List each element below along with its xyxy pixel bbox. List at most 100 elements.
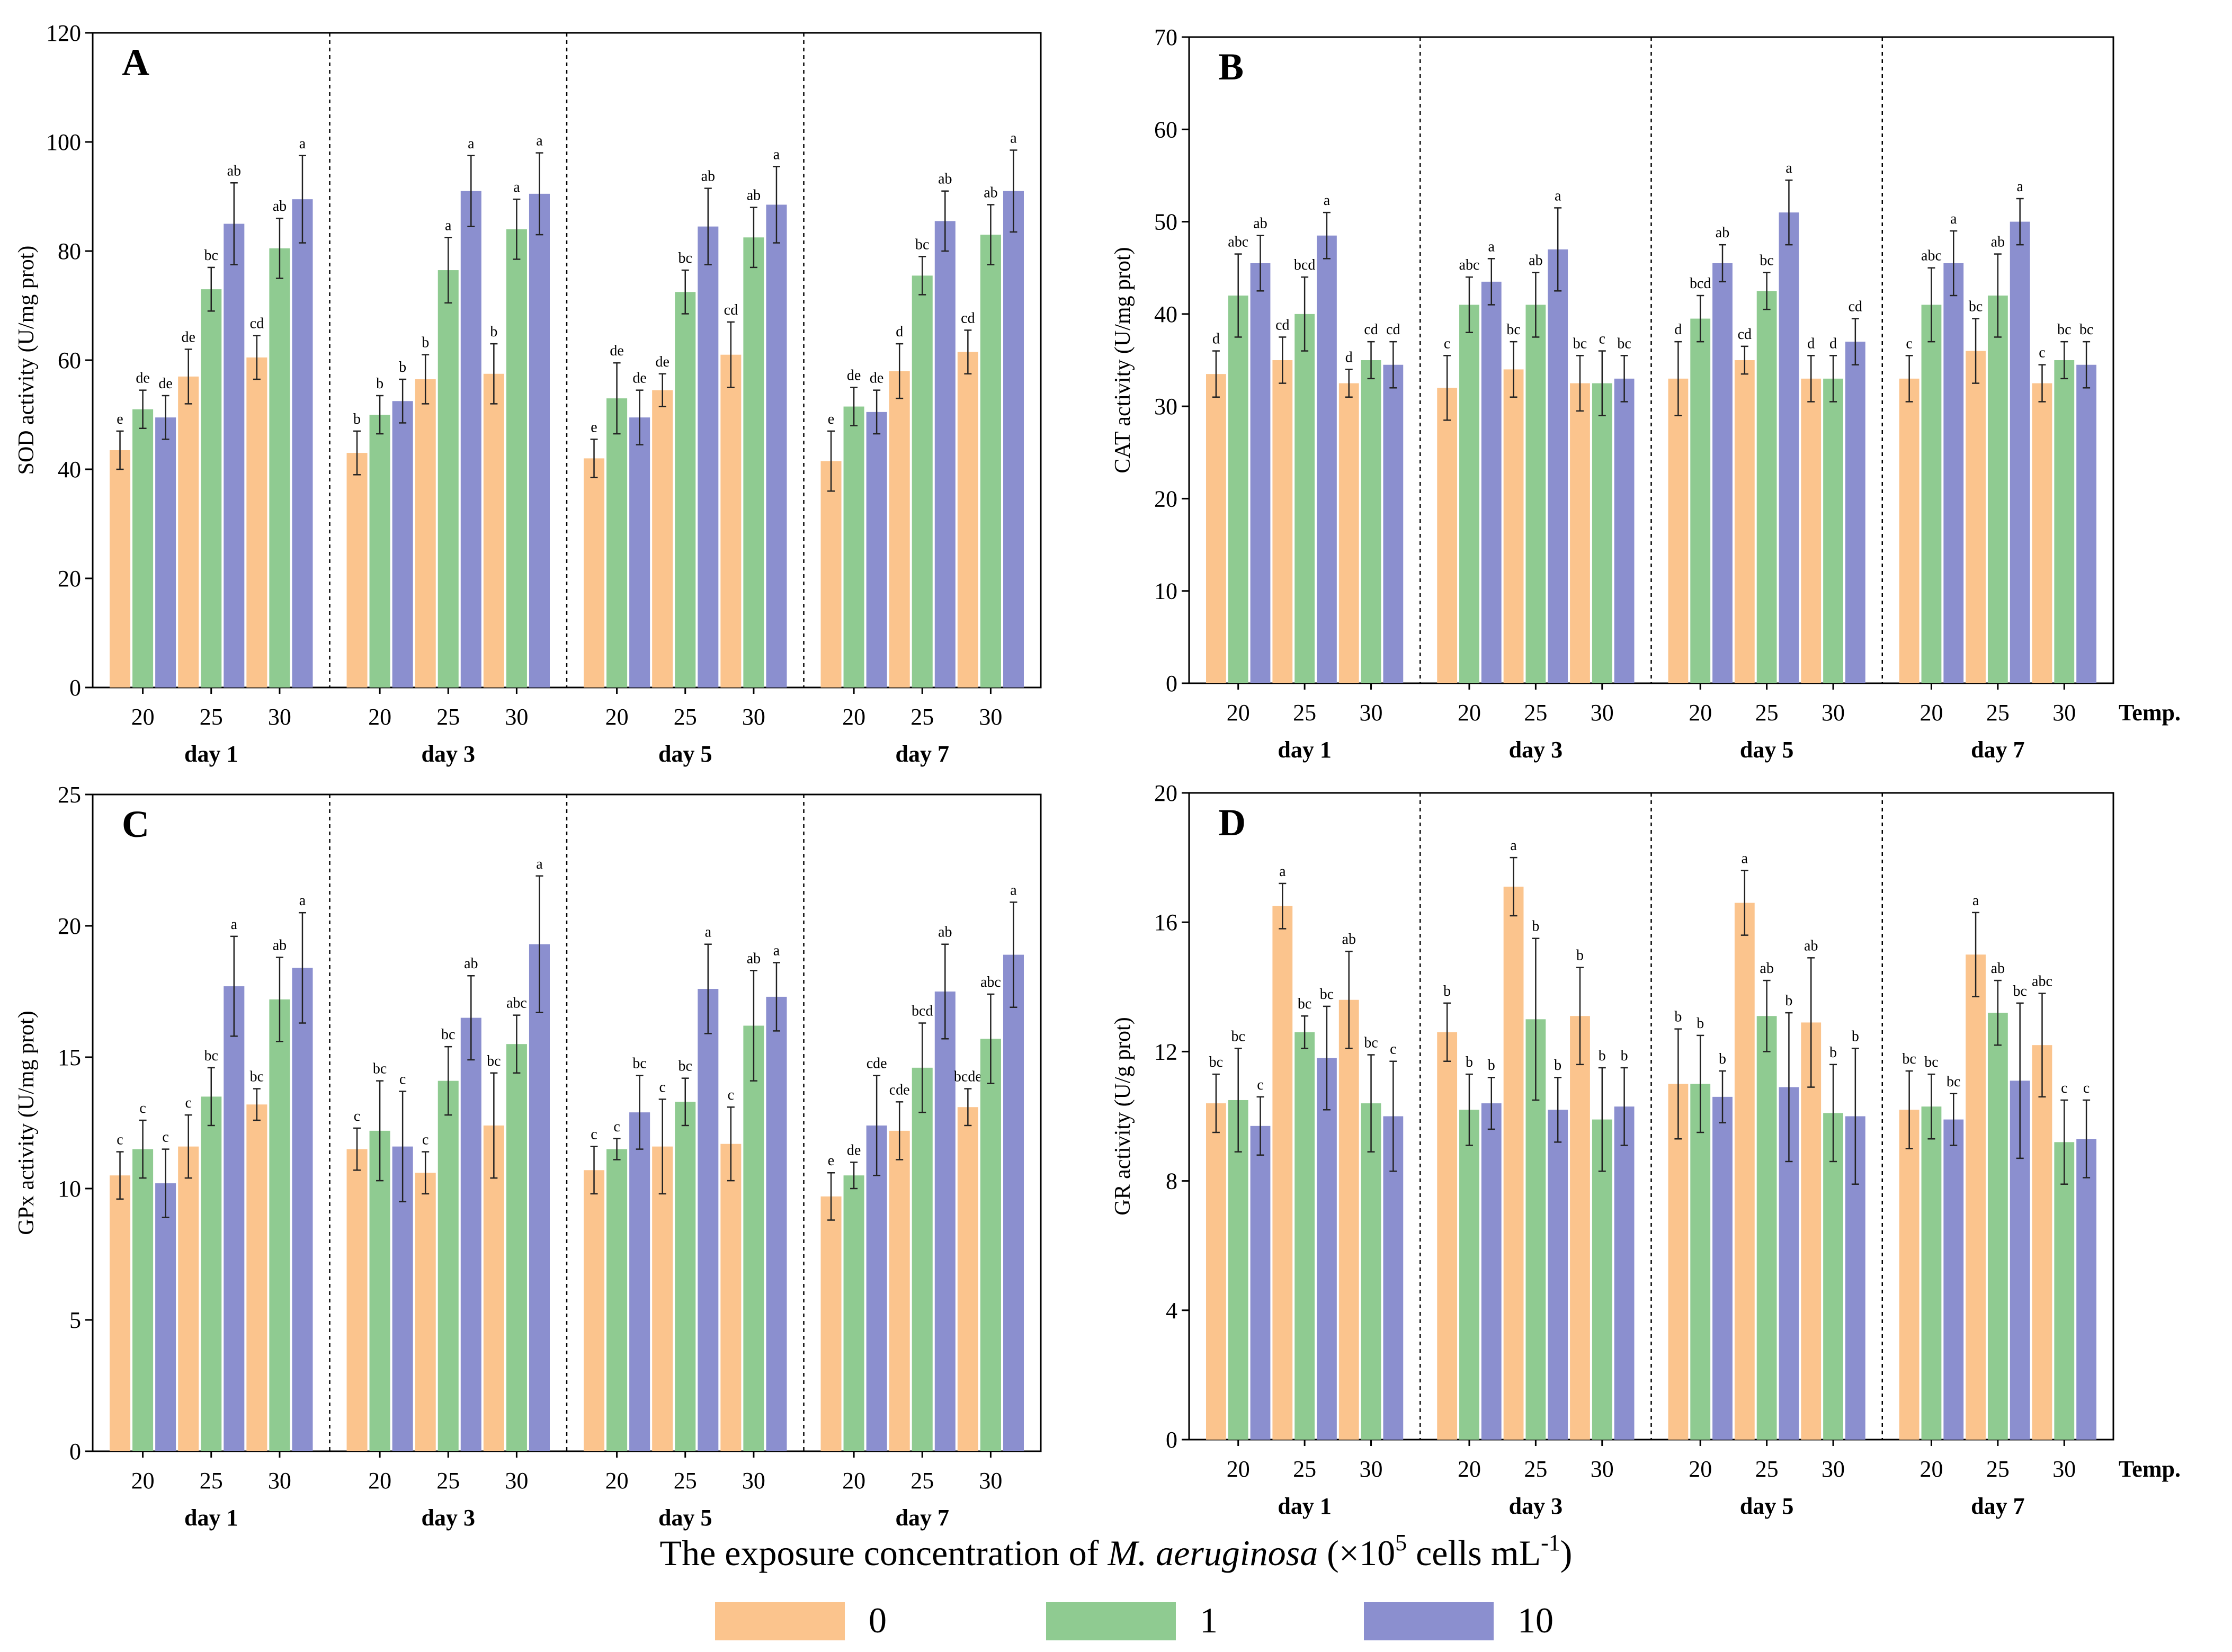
bar [866, 1125, 887, 1451]
bar [820, 1196, 842, 1451]
bar [1756, 291, 1777, 683]
bar [483, 373, 504, 687]
bar [1503, 369, 1524, 683]
significance-letter: bc [250, 1069, 264, 1085]
bar [843, 1175, 864, 1451]
x-axis-title-mid: (×10 [1318, 1533, 1395, 1573]
legend-swatch [1046, 1602, 1176, 1640]
bar [1921, 1106, 1942, 1440]
bar [132, 409, 154, 687]
day-label: day 1 [1278, 1493, 1331, 1519]
bar [866, 412, 887, 687]
temp-tick-label: 25 [910, 1468, 934, 1494]
bar [2010, 221, 2030, 684]
bar [201, 1096, 222, 1451]
bar [675, 292, 696, 687]
bar [155, 1183, 176, 1451]
temp-tick-label: 20 [842, 704, 865, 730]
temp-tick-label: 20 [368, 1468, 391, 1494]
temp-tick-label: 25 [1524, 700, 1547, 726]
bar [178, 376, 199, 687]
day-label: day 3 [422, 741, 475, 767]
bar [743, 1025, 764, 1451]
bar [155, 417, 176, 687]
y-tick-label: 30 [1154, 394, 1177, 419]
y-tick-label: 100 [46, 129, 81, 155]
bar [1437, 388, 1458, 683]
x-axis-title-unit-exp: -1 [1541, 1530, 1560, 1556]
bar [269, 999, 290, 1451]
bar [584, 458, 605, 687]
temp-tick-label: 30 [1591, 1456, 1614, 1482]
significance-letter: bcde [954, 1069, 982, 1085]
significance-letter: b [1554, 1057, 1561, 1074]
significance-letter: a [1010, 882, 1017, 898]
bar [1459, 305, 1479, 683]
significance-letter: b [1829, 1044, 1837, 1061]
significance-letter: bc [204, 247, 218, 264]
bar [1459, 1110, 1479, 1440]
bar [1437, 1032, 1458, 1440]
temp-tick-label: 25 [674, 1468, 697, 1494]
day-label: day 7 [896, 1505, 949, 1531]
legend-swatch [715, 1602, 845, 1640]
y-tick-label: 12 [1154, 1039, 1177, 1065]
bar [460, 1017, 481, 1451]
significance-letter: bc [204, 1048, 218, 1064]
bar [1481, 281, 1502, 683]
significance-letter: cde [867, 1056, 887, 1072]
legend-label: 1 [1200, 1600, 1218, 1640]
bar [1690, 318, 1711, 683]
y-tick-label: 20 [58, 566, 81, 592]
significance-letter: a [299, 892, 306, 909]
bar [1987, 1013, 2008, 1440]
bar [629, 1112, 650, 1451]
bar [1690, 1084, 1711, 1440]
significance-letter: b [1443, 983, 1451, 999]
significance-letter: a [773, 942, 780, 959]
temp-tick-label: 25 [200, 704, 223, 730]
bar [460, 191, 481, 687]
temp-tick-label: 30 [742, 1468, 765, 1494]
significance-letter: ab [1253, 216, 1267, 232]
significance-letter: bc [1902, 1051, 1916, 1067]
bar [980, 235, 1001, 688]
significance-letter: ab [1529, 252, 1542, 269]
temp-tick-label: 20 [1919, 1456, 1943, 1482]
day-label: day 5 [1740, 1493, 1793, 1519]
significance-letter: b [1576, 948, 1584, 964]
bar [1734, 360, 1755, 683]
significance-letter: b [1719, 1051, 1726, 1067]
day-label: day 5 [1740, 737, 1793, 763]
bar [178, 1146, 199, 1451]
bar [1756, 1016, 1777, 1440]
x-axis-title-units: cells mL [1407, 1533, 1541, 1573]
y-tick-label: 0 [69, 1439, 81, 1465]
bar [132, 1149, 154, 1451]
significance-letter: bc [632, 1056, 646, 1072]
y-tick-label: 16 [1154, 909, 1177, 935]
bar [843, 406, 864, 687]
significance-letter: bc [1617, 335, 1631, 352]
bar [1383, 364, 1404, 683]
day-label: day 5 [658, 1505, 712, 1531]
significance-letter: bc [2079, 322, 2093, 338]
temp-tick-label: 20 [131, 704, 155, 730]
significance-letter: b [376, 376, 383, 392]
significance-letter: d [1829, 335, 1837, 352]
significance-letter: bc [678, 1058, 692, 1075]
temp-tick-label: 30 [268, 704, 291, 730]
significance-letter: ab [1342, 931, 1356, 948]
temp-tick-label: 25 [200, 1468, 223, 1494]
significance-letter: ab [984, 184, 997, 201]
bar [201, 289, 222, 687]
y-tick-label: 40 [58, 457, 81, 483]
bar [1899, 1110, 1919, 1440]
bar [224, 986, 245, 1451]
temp-tick-label: 25 [1986, 1456, 2010, 1482]
significance-letter: de [870, 370, 883, 387]
significance-letter: abc [1459, 257, 1480, 273]
panel-b: 0 10 20 30 40 50 60 70 CAT activity (U/mg prot) B… [1111, 24, 2181, 763]
bar [292, 968, 313, 1451]
